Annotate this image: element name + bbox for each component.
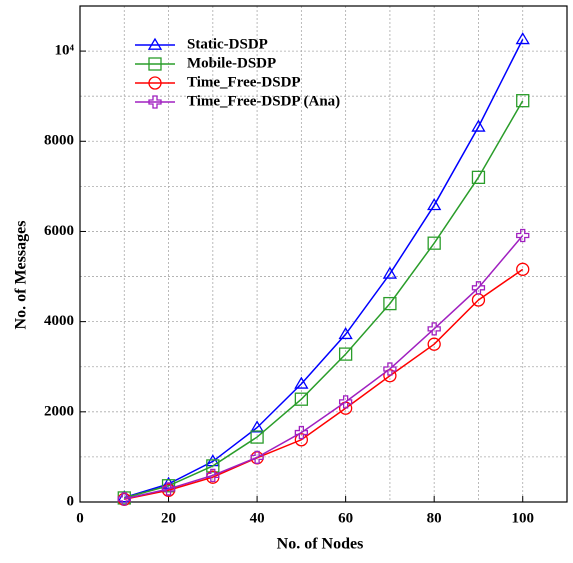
- marker: [161, 482, 176, 496]
- x-tick-label: 20: [161, 510, 176, 526]
- y-tick-label: 6000: [44, 223, 74, 239]
- plot-frame: [79, 5, 568, 503]
- marker: [249, 420, 265, 433]
- series-line: [124, 100, 524, 499]
- y-tick-label: 10⁴: [55, 43, 75, 59]
- marker: [294, 376, 309, 389]
- marker: [338, 347, 353, 361]
- series-line: [124, 39, 524, 499]
- marker: [427, 337, 441, 351]
- marker: [471, 119, 486, 132]
- y-tick-label: 8000: [44, 133, 74, 149]
- y-axis-label: No. of Messages: [13, 221, 30, 330]
- marker: [148, 95, 162, 109]
- x-tick-label: 40: [250, 510, 265, 526]
- marker: [427, 322, 441, 336]
- marker: [148, 57, 162, 71]
- marker: [516, 94, 530, 108]
- marker: [148, 76, 162, 90]
- series-line: [124, 235, 524, 500]
- legend-label: Time_Free-DSDP: [187, 74, 301, 90]
- marker: [427, 198, 442, 211]
- marker: [206, 459, 220, 473]
- y-tick-label: 2000: [44, 403, 74, 419]
- marker: [471, 170, 486, 184]
- x-tick-label: 60: [338, 510, 353, 526]
- marker: [383, 296, 397, 311]
- legend-label: Time_Free-DSDP (Ana): [187, 93, 340, 109]
- y-tick-label: 4000: [44, 313, 74, 329]
- y-tick-label: 0: [67, 493, 75, 509]
- marker: [294, 392, 309, 406]
- marker: [250, 450, 264, 465]
- x-tick-label: 80: [427, 510, 442, 526]
- legend-label: Static-DSDP: [187, 36, 268, 52]
- marker: [338, 326, 353, 340]
- marker: [516, 262, 530, 276]
- marker: [250, 430, 264, 444]
- legend-label: Mobile-DSDP: [187, 55, 276, 71]
- series-line: [124, 268, 524, 501]
- x-tick-label: 0: [76, 510, 84, 526]
- marker: [338, 395, 353, 409]
- marker: [471, 281, 486, 295]
- marker: [161, 479, 176, 493]
- marker: [117, 492, 131, 506]
- marker: [383, 362, 397, 376]
- x-axis-label: No. of Nodes: [277, 536, 364, 553]
- marker: [294, 433, 309, 447]
- marker: [427, 236, 441, 250]
- marker: [515, 32, 530, 45]
- marker: [206, 468, 220, 483]
- marker: [382, 266, 398, 279]
- marker: [147, 37, 163, 50]
- x-tick-label: 100: [511, 510, 534, 526]
- marker: [516, 228, 530, 243]
- marker: [294, 425, 309, 440]
